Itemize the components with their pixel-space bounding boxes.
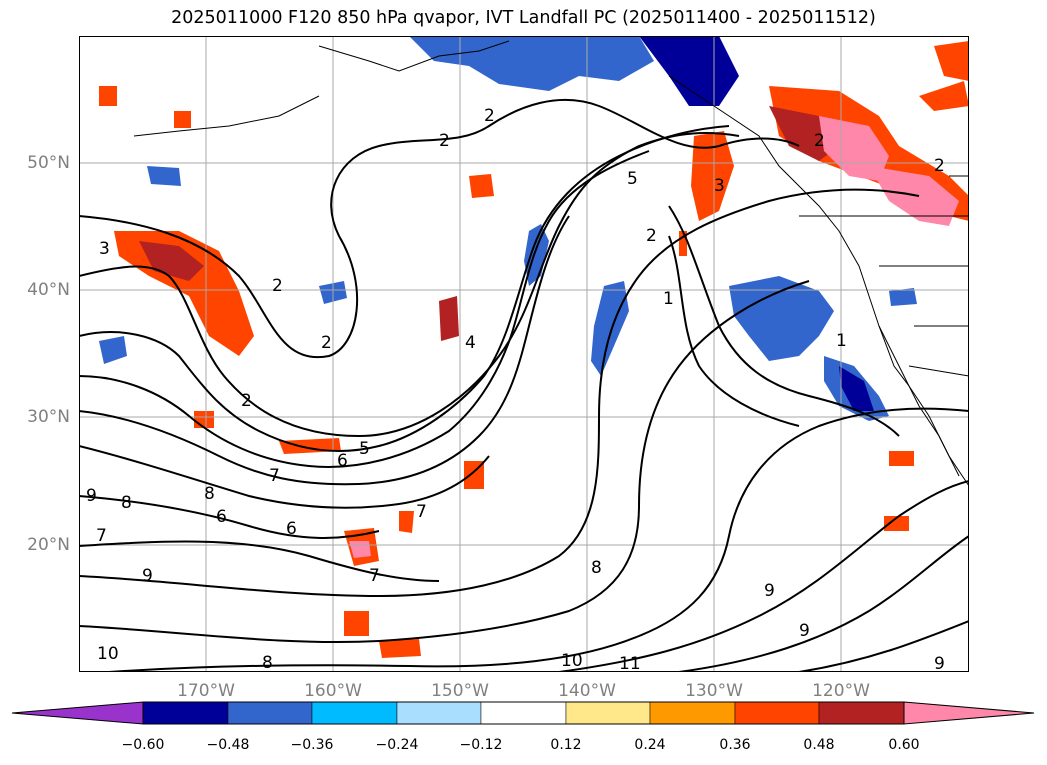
colorbar-min-extension: [11, 701, 144, 725]
contour-label: 10: [561, 651, 583, 671]
contour-label: 3: [99, 239, 110, 259]
positive-anomaly-region: [99, 86, 117, 106]
contour-label: 9: [799, 621, 810, 641]
colorbar-segment: [565, 701, 651, 725]
negative-anomaly-region: [147, 166, 181, 186]
contour-label: 2: [484, 106, 495, 126]
contour-label: 4: [465, 333, 476, 353]
colorbar-tick-label: −0.12: [459, 737, 503, 753]
colorbar-segment: [311, 701, 398, 725]
contour-label: 3: [714, 176, 725, 196]
colorbar-tick-label: 0.24: [634, 737, 666, 753]
negative-anomaly-region: [729, 276, 834, 361]
negative-anomaly-region: [591, 281, 629, 376]
contour-label: 8: [204, 484, 215, 504]
contour-label: 2: [934, 156, 945, 176]
contour-label: 8: [591, 558, 602, 578]
lat-label: 40°N: [27, 280, 70, 300]
lon-label: 120°W: [812, 681, 870, 701]
positive-anomaly-region: [819, 116, 889, 181]
lat-label: 50°N: [27, 153, 70, 173]
lon-label: 150°W: [431, 681, 489, 701]
contour-label: 2: [646, 226, 657, 246]
contour-label: 9: [764, 581, 775, 601]
positive-anomaly-region: [889, 451, 914, 466]
contour-label: 11: [619, 654, 641, 672]
colorbar-segment: [396, 701, 482, 725]
contour-label: 5: [359, 439, 370, 459]
colorbar: [11, 701, 1035, 725]
contour-label: 9: [86, 486, 97, 506]
colorbar-segment: [227, 701, 313, 725]
contour-label: 7: [369, 566, 380, 586]
positive-anomaly-region: [439, 296, 459, 341]
contour-label: 1: [663, 289, 674, 309]
positive-anomaly-region: [919, 81, 969, 111]
positive-anomaly-region: [194, 411, 214, 428]
colorbar-tick-label: 0.36: [719, 737, 751, 753]
lat-label: 30°N: [27, 407, 70, 427]
negative-anomaly-region: [409, 36, 654, 91]
map-border: [79, 36, 969, 672]
positive-anomaly-region: [884, 516, 909, 531]
negative-anomaly-region: [524, 224, 549, 286]
contour-label: 8: [121, 493, 132, 513]
contour-label: 2: [439, 131, 450, 151]
colorbar-tick-label: −0.36: [290, 737, 334, 753]
positive-anomaly-region: [114, 231, 254, 356]
colorbar-segment: [649, 701, 736, 725]
contour-label: 9: [142, 566, 153, 586]
positive-anomaly-region: [379, 639, 421, 658]
contour-label: 2: [814, 131, 825, 151]
contour-label: 6: [286, 519, 297, 539]
colorbar-tick-label: −0.48: [206, 737, 250, 753]
contour-label: 6: [216, 507, 227, 527]
contour-label: 6: [337, 451, 348, 471]
negative-anomaly-region: [839, 366, 874, 411]
colorbar-segment: [818, 701, 905, 725]
colorbar-tick-label: 0.60: [888, 737, 920, 753]
colorbar-tick-label: 0.12: [550, 737, 582, 753]
positive-anomaly-region: [399, 511, 414, 533]
ivt-contours: [79, 98, 969, 672]
contour-label: 9: [934, 654, 945, 672]
contour-label: 1: [836, 331, 847, 351]
coastlines: [133, 40, 969, 487]
lon-label: 140°W: [558, 681, 616, 701]
colorbar-segment: [142, 701, 229, 725]
lat-label: 20°N: [27, 535, 70, 555]
positive-anomaly-region: [139, 241, 204, 281]
contour-label: 7: [96, 526, 107, 546]
contour-label: 7: [269, 466, 280, 486]
lon-label: 170°W: [177, 681, 235, 701]
positive-anomaly-region: [934, 41, 969, 81]
colorbar-segment: [480, 701, 567, 725]
colorbar-tick-label: 0.48: [803, 737, 835, 753]
contour-label: 10: [97, 644, 119, 664]
colorbar-tick-label: −0.60: [121, 737, 165, 753]
map-panel: 2 2 3 5 2 1 2 3 2 2 4 6 5 7 8 6 9 8 7 9 …: [79, 36, 969, 672]
negative-anomaly-region: [889, 288, 917, 306]
positive-anomaly-region: [174, 111, 191, 128]
positive-anomaly-region: [469, 174, 494, 198]
colorbar-segment: [734, 701, 820, 725]
negative-anomaly-region: [99, 336, 127, 364]
contour-label: 2: [321, 333, 332, 353]
contour-labels: 2 2 3 5 2 1 2 3 2 2 4 6 5 7 8 6 9 8 7 9 …: [86, 106, 945, 672]
contour-label: 5: [627, 169, 638, 189]
lon-label: 160°W: [304, 681, 362, 701]
contour-label: 8: [262, 653, 273, 672]
contour-label: 2: [241, 391, 252, 411]
contour-label: 2: [272, 276, 283, 296]
colorbar-max-extension: [903, 701, 1035, 725]
positive-anomaly-region: [344, 611, 369, 636]
lon-label: 130°W: [685, 681, 743, 701]
colorbar-tick-label: −0.24: [375, 737, 419, 753]
positive-anomaly-region: [691, 131, 734, 221]
contour-label: 7: [416, 502, 427, 522]
chart-title: 2025011000 F120 850 hPa qvapor, IVT Land…: [171, 8, 876, 28]
